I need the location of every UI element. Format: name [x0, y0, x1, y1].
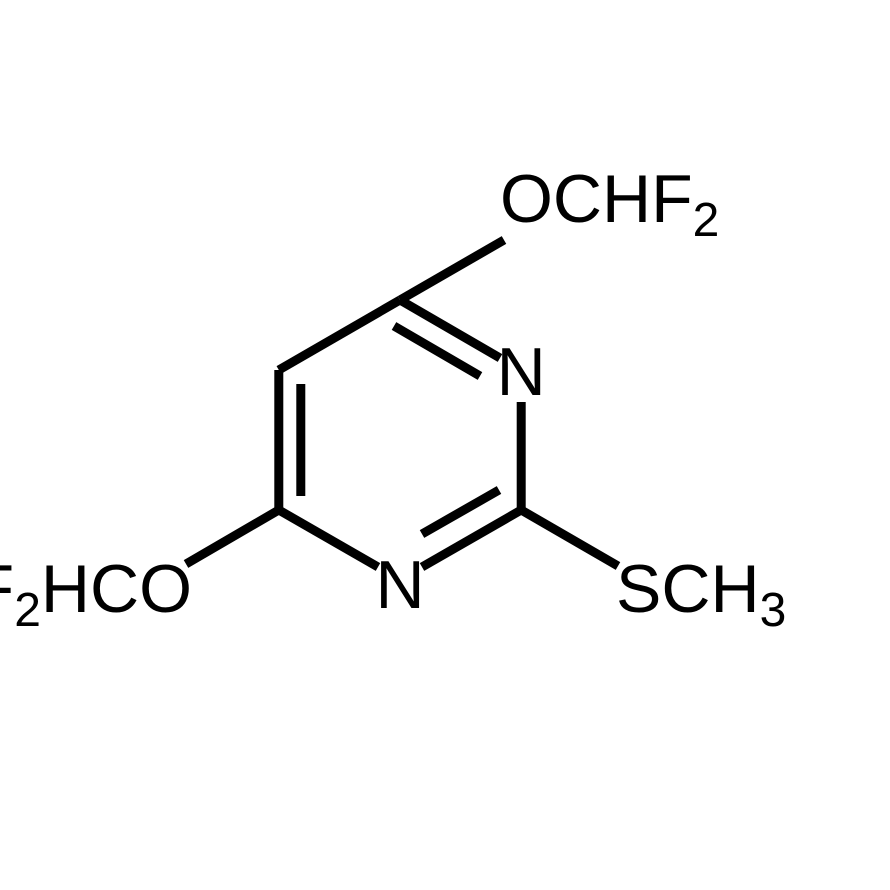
- bond-c4-ochf2: [400, 240, 504, 300]
- label-ochf2-top: OCHF2: [500, 161, 719, 247]
- bond-c5-c4: [279, 300, 400, 370]
- bond-c6-ochf2: [186, 510, 279, 564]
- label-f2hco-left: F2HCO: [0, 551, 192, 637]
- bond-c2-n1-outer: [422, 510, 521, 567]
- bond-c2-sch3: [521, 510, 618, 566]
- atom-n1-label: N: [375, 547, 424, 623]
- label-sch3-right: SCH3: [616, 551, 786, 637]
- bond-c4-n3-inner: [394, 326, 480, 376]
- bond-c4-n3-outer: [400, 300, 500, 358]
- atom-n3-label: N: [497, 334, 546, 410]
- molecule-diagram: N N OCHF2 F2HCO SCH3: [0, 0, 890, 890]
- bond-n1-c6: [279, 510, 378, 567]
